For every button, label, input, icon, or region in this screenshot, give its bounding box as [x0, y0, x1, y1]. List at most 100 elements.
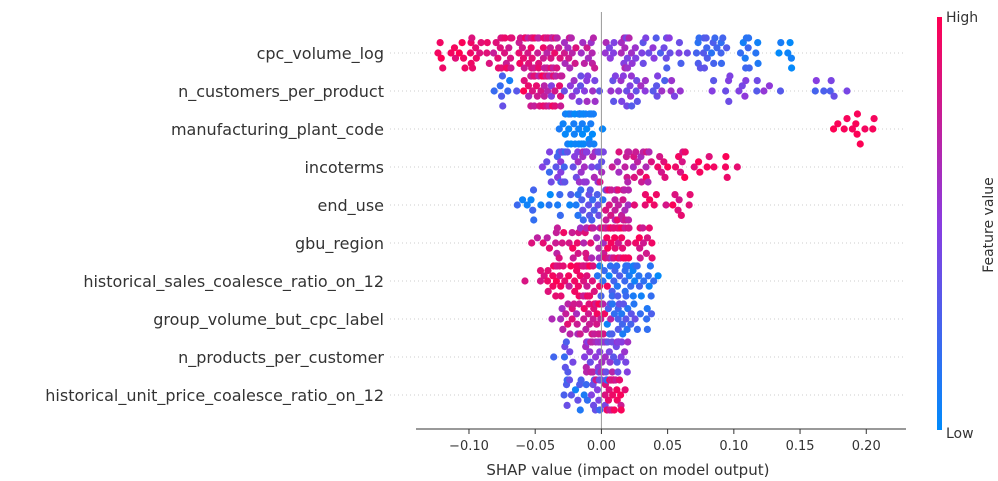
shap-point: [547, 92, 556, 100]
shap-point: [619, 72, 627, 80]
shap-point: [811, 87, 819, 95]
shap-point: [681, 173, 689, 181]
shap-point: [604, 396, 613, 404]
shap-point: [618, 310, 626, 318]
shap-point: [567, 34, 575, 42]
x-tick-label: −0.05: [515, 439, 555, 454]
shap-point: [710, 59, 718, 67]
shap-point: [717, 49, 725, 57]
shap-point: [632, 54, 640, 62]
shap-point: [621, 163, 629, 171]
shap-point: [556, 211, 564, 219]
shap-point: [776, 87, 785, 95]
shap-point: [703, 54, 711, 62]
shap-point: [614, 201, 623, 209]
shap-point: [640, 277, 648, 285]
shap-point: [580, 305, 588, 313]
shap-point: [596, 348, 604, 356]
shap-point: [562, 338, 570, 346]
shap-point: [498, 72, 507, 80]
shap-point: [532, 82, 541, 90]
shap-point: [633, 262, 641, 270]
shap-point: [647, 158, 655, 166]
shap-point: [664, 163, 672, 171]
shap-point: [543, 277, 552, 285]
shap-point: [630, 173, 638, 181]
shap-point: [483, 49, 491, 57]
feature-label: historical_sales_coalesce_ratio_on_12: [83, 272, 384, 292]
feature-label: n_customers_per_product: [178, 82, 384, 102]
shap-point: [614, 239, 623, 247]
shap-point: [605, 348, 613, 356]
shap-point: [607, 87, 615, 95]
shap-point: [597, 315, 605, 323]
shap-point: [606, 54, 614, 62]
shap-point: [661, 77, 669, 85]
shap-point: [723, 173, 731, 181]
shap-point: [631, 277, 639, 285]
shap-point: [577, 186, 585, 194]
shap-point: [619, 300, 628, 308]
shap-point: [560, 163, 568, 171]
shap-point: [560, 229, 568, 237]
shap-point: [622, 292, 630, 300]
shap-point: [606, 262, 615, 270]
shap-point: [618, 244, 627, 252]
shap-point: [820, 87, 828, 95]
shap-point: [625, 224, 633, 232]
shap-point: [614, 368, 622, 376]
shap-point: [447, 49, 455, 57]
shap-point: [644, 272, 652, 280]
shap-point: [608, 292, 616, 300]
shap-point: [528, 239, 536, 247]
shap-point: [609, 391, 617, 399]
shap-point: [570, 130, 578, 138]
shap-point: [566, 64, 574, 72]
x-tick-label: 0.05: [653, 439, 682, 454]
shap-point: [588, 254, 596, 262]
shap-point: [593, 310, 601, 318]
shap-point: [694, 158, 703, 166]
shap-point: [477, 39, 485, 47]
shap-point: [669, 201, 677, 209]
shap-point: [609, 353, 618, 361]
shap-point: [527, 44, 535, 52]
shap-point: [633, 158, 642, 166]
shap-point: [571, 59, 579, 67]
shap-point: [576, 82, 585, 90]
shap-point: [650, 201, 658, 209]
shap-point: [667, 77, 676, 85]
shap-point: [599, 196, 607, 204]
shap-point: [628, 102, 636, 110]
shap-point: [588, 277, 596, 285]
shap-point: [497, 64, 505, 72]
shap-point: [619, 330, 627, 338]
shap-point: [624, 338, 632, 346]
shap-point: [745, 64, 753, 72]
shap-point: [677, 211, 685, 219]
shap-point: [760, 87, 768, 95]
shap-point: [476, 49, 484, 57]
shap-point: [560, 49, 569, 57]
shap-point: [485, 59, 493, 67]
shap-point: [580, 353, 589, 361]
shap-point: [608, 300, 617, 308]
shap-point: [613, 158, 622, 166]
shap-point: [744, 44, 752, 52]
shap-point: [591, 77, 599, 85]
shap-point: [671, 191, 679, 199]
shap-point: [544, 87, 552, 95]
shap-point: [507, 64, 515, 72]
shap-point: [625, 272, 633, 280]
shap-point: [533, 92, 541, 100]
shap-point: [589, 224, 597, 232]
shap-point: [451, 54, 460, 62]
shap-point: [572, 44, 580, 52]
shap-point: [549, 272, 557, 280]
x-tick-label: 0.15: [786, 439, 815, 454]
shap-point: [564, 368, 572, 376]
shap-point: [545, 168, 554, 176]
shap-point: [627, 282, 635, 290]
shap-point: [617, 353, 625, 361]
shap-point: [571, 287, 579, 295]
